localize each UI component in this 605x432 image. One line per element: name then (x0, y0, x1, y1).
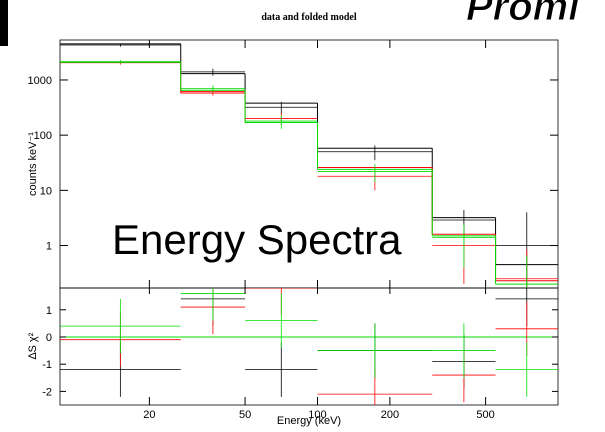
chart-title: data and folded model (261, 12, 357, 23)
y-axis-label: ∆S χ² (27, 332, 39, 359)
x-tick-label: 20 (143, 409, 155, 421)
overlay-title: Energy Spectra (112, 216, 402, 263)
bottom-plot (60, 288, 558, 405)
y-tick-label: -2 (42, 386, 52, 398)
x-tick-label: 200 (381, 409, 399, 421)
y-tick-label: 1000 (28, 75, 52, 87)
x-axis-label: Energy (keV) (277, 415, 341, 427)
top-plot (60, 43, 558, 288)
y-tick-label: 1 (46, 241, 52, 253)
y-tick-label: 10 (40, 185, 52, 197)
y-tick-label: 100 (34, 130, 52, 142)
x-tick-label: 50 (239, 409, 251, 421)
corner-text: Promi (466, 0, 580, 29)
x-tick-label: 100 (308, 409, 326, 421)
bottom-frame (59, 287, 559, 406)
y-tick-label: 1 (46, 305, 52, 317)
y-tick-label: -1 (42, 359, 52, 371)
y-axis-label: counts keV⁻¹ (27, 132, 39, 196)
x-tick-label: 500 (476, 409, 494, 421)
dark-edge (0, 0, 8, 46)
y-tick-label: 0 (46, 332, 52, 344)
